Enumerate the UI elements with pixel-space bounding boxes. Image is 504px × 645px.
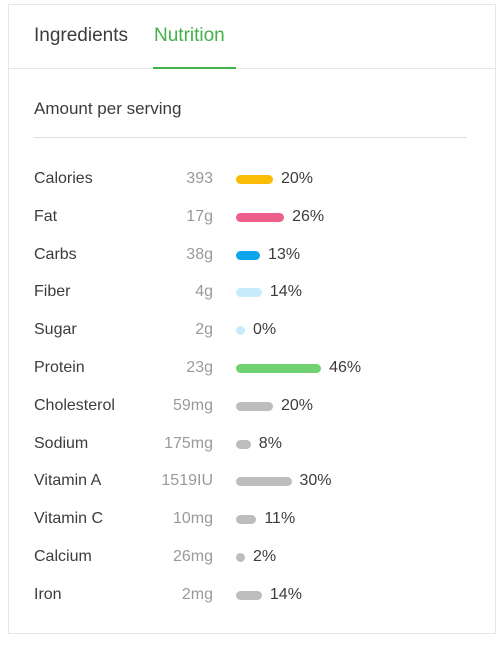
nutrition-panel: Ingredients Nutrition Amount per serving… <box>8 4 496 634</box>
daily-value-percent: 20% <box>281 170 314 187</box>
nutrient-row: Sodium 175mg 8% <box>9 433 495 457</box>
active-tab-indicator <box>153 67 236 69</box>
nutrient-name: Calories <box>34 170 93 187</box>
nutrient-row: Protein 23g 46% <box>9 357 495 381</box>
daily-value-percent: 11% <box>264 510 296 528</box>
divider <box>34 137 467 138</box>
daily-value-bar <box>236 326 245 336</box>
nutrient-row: Carbs 38g 13% <box>9 244 495 268</box>
tab-nutrition[interactable]: Nutrition <box>154 25 225 46</box>
nutrient-amount: 38g <box>186 245 213 263</box>
nutrient-amount: 26mg <box>172 548 213 565</box>
nutrient-row: Vitamin C 10mg 11% <box>9 508 495 532</box>
nutrient-name: Fiber <box>34 283 71 301</box>
nutrient-name: Sugar <box>34 321 77 339</box>
nutrient-row: Fiber 4g 14% <box>9 281 495 305</box>
daily-value-bar <box>236 364 322 373</box>
daily-value-bar <box>236 590 262 600</box>
nutrient-row: Calories 393 20% <box>9 168 495 192</box>
daily-value-bar <box>236 515 257 525</box>
daily-value-percent: 30% <box>299 472 332 490</box>
daily-value-bar <box>236 553 245 562</box>
nutrient-amount: 393 <box>186 170 213 187</box>
daily-value-bar <box>236 288 262 298</box>
nutrient-name: Protein <box>34 359 85 376</box>
nutrient-name: Carbs <box>34 245 77 263</box>
daily-value-bar <box>236 250 261 260</box>
nutrient-amount: 2mg <box>181 585 213 603</box>
daily-value-bar <box>236 401 273 411</box>
nutrient-amount: 2g <box>195 321 213 339</box>
nutrient-row: Iron 2mg 14% <box>9 584 495 608</box>
daily-value-percent: 26% <box>292 207 325 225</box>
nutrient-row: Calcium 26mg 2% <box>9 546 495 570</box>
nutrient-row: Sugar 2g 0% <box>9 319 495 343</box>
daily-value-bar <box>236 175 273 184</box>
daily-value-percent: 14% <box>269 283 302 301</box>
nutrient-name: Vitamin A <box>34 472 102 490</box>
nutrient-amount: 23g <box>186 359 213 376</box>
daily-value-percent: 13% <box>268 245 301 263</box>
daily-value-bar <box>236 477 292 487</box>
nutrient-row: Fat 17g 26% <box>9 206 495 230</box>
daily-value-percent: 8% <box>258 434 282 452</box>
nutrient-amount: 59mg <box>172 396 213 414</box>
daily-value-percent: 20% <box>281 396 314 414</box>
nutrient-amount: 17g <box>186 207 213 225</box>
daily-value-percent: 0% <box>253 321 277 339</box>
nutrient-amount: 1519IU <box>161 472 213 490</box>
daily-value-percent: 2% <box>253 548 277 565</box>
daily-value-percent: 46% <box>329 359 362 376</box>
nutrient-name: Fat <box>34 207 58 225</box>
nutrient-amount: 10mg <box>172 510 213 528</box>
tab-ingredients[interactable]: Ingredients <box>34 25 129 46</box>
nutrient-row: Cholesterol 59mg 20% <box>9 395 495 419</box>
amount-per-serving-label: Amount per serving <box>34 99 182 118</box>
tab-bar: Ingredients Nutrition <box>9 5 495 69</box>
nutrient-amount: 4g <box>195 283 213 301</box>
daily-value-percent: 14% <box>269 585 302 603</box>
nutrient-name: Iron <box>34 585 62 603</box>
daily-value-bar <box>236 212 285 222</box>
nutrient-name: Vitamin C <box>34 510 104 528</box>
nutrient-amount: 175mg <box>164 434 213 452</box>
nutrient-row: Vitamin A 1519IU 30% <box>9 470 495 494</box>
daily-value-bar <box>236 439 251 449</box>
nutrient-name: Calcium <box>34 548 92 565</box>
nutrient-name: Sodium <box>34 434 89 452</box>
nutrient-name: Cholesterol <box>34 396 115 414</box>
